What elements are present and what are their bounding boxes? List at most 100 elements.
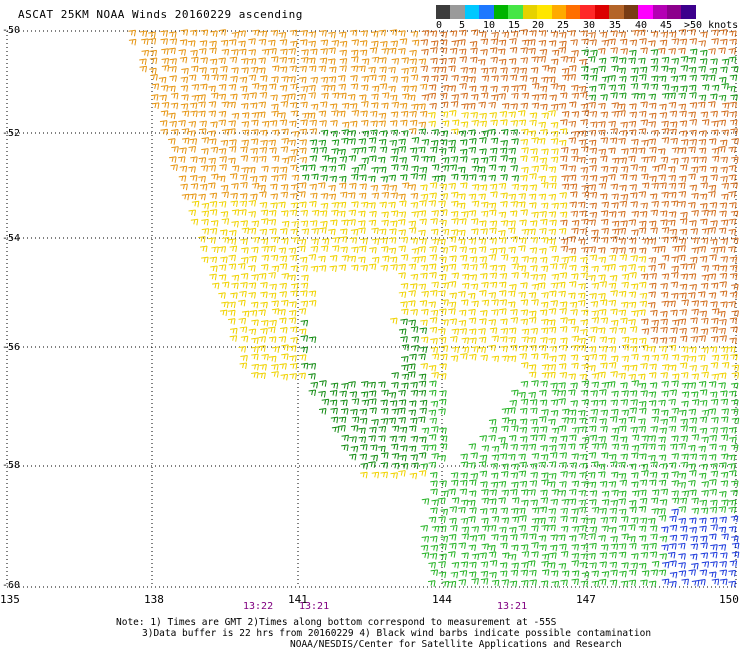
wind-barb	[330, 219, 338, 227]
wind-barb	[568, 471, 577, 479]
wind-barb	[408, 425, 417, 432]
wind-barb	[168, 85, 176, 93]
wind-barb	[569, 462, 578, 469]
wind-barb	[701, 371, 709, 379]
wind-barb	[311, 238, 319, 246]
wind-barb	[619, 264, 627, 272]
wind-barb	[608, 173, 616, 181]
wind-barb	[728, 346, 736, 354]
wind-barb	[320, 129, 329, 137]
wind-barb	[377, 156, 386, 164]
wind-barb	[308, 362, 317, 370]
wind-barb	[349, 237, 358, 244]
wind-barb	[549, 245, 557, 253]
wind-barb	[421, 94, 430, 101]
wind-barb	[319, 165, 328, 173]
wind-barb	[670, 137, 678, 145]
wind-barb	[728, 164, 737, 172]
wind-barb	[579, 417, 587, 425]
wind-barb	[571, 427, 580, 434]
wind-barb	[697, 101, 706, 109]
wind-barb	[309, 128, 318, 135]
wind-barb	[721, 110, 729, 117]
wind-barb	[311, 209, 320, 217]
wind-barb	[730, 182, 738, 189]
wind-barb	[381, 184, 390, 191]
wind-barb	[388, 391, 397, 399]
wind-barb	[528, 364, 537, 371]
wind-barb	[618, 227, 627, 235]
wind-barb	[178, 49, 187, 56]
wind-barb	[458, 130, 467, 137]
wind-barb	[391, 452, 400, 460]
wind-barb	[241, 121, 250, 128]
wind-barb	[241, 139, 249, 147]
wind-barb	[589, 434, 598, 442]
wind-barb	[608, 263, 616, 271]
wind-barb	[278, 247, 287, 254]
wind-barb	[389, 228, 397, 235]
wind-barb	[578, 489, 587, 497]
wind-barb	[571, 92, 580, 100]
wind-barb	[471, 165, 480, 173]
wind-barb	[421, 290, 429, 298]
wind-barb	[711, 38, 719, 45]
wind-barb	[360, 238, 368, 245]
wind-barb	[507, 290, 516, 298]
wind-barb	[661, 526, 669, 534]
wind-barb	[188, 209, 197, 217]
wind-barb	[548, 66, 556, 74]
wind-barb	[630, 201, 638, 208]
wind-barb	[478, 346, 487, 354]
wind-barb	[229, 229, 237, 237]
wind-barb	[308, 65, 317, 73]
wind-barb	[538, 56, 547, 63]
wind-barb	[329, 255, 338, 262]
wind-barb	[398, 263, 406, 271]
wind-barb	[430, 471, 438, 479]
wind-barb	[689, 470, 697, 477]
wind-barb	[580, 328, 588, 336]
wind-barb	[438, 200, 446, 207]
wind-barb	[458, 166, 466, 174]
wind-barb	[270, 202, 278, 209]
wind-barb	[618, 290, 627, 298]
wind-barb	[331, 148, 339, 155]
wind-barb	[508, 336, 516, 344]
wind-barb	[660, 372, 669, 379]
wind-barb	[608, 84, 617, 92]
wind-barb	[641, 354, 650, 362]
wind-barb	[398, 30, 406, 37]
wind-barb	[601, 571, 610, 578]
wind-barb	[421, 75, 429, 83]
wind-barb	[578, 156, 586, 164]
wind-barb	[599, 31, 608, 39]
wind-barb	[591, 461, 599, 468]
wind-barb	[290, 228, 299, 236]
wind-barb	[530, 148, 538, 155]
wind-barb	[601, 525, 609, 533]
wind-barb	[531, 426, 539, 434]
wind-barb	[558, 354, 567, 361]
wind-barb	[628, 535, 636, 543]
wind-barb	[620, 121, 628, 129]
wind-barb	[270, 193, 279, 200]
wind-barb	[590, 236, 599, 243]
wind-barb	[577, 292, 586, 300]
wind-barb	[711, 29, 719, 37]
wind-barb	[658, 508, 666, 515]
wind-barb	[570, 148, 579, 156]
wind-barb	[638, 93, 646, 100]
wind-barb	[698, 354, 706, 362]
wind-barb	[240, 146, 248, 153]
wind-barb	[321, 155, 330, 162]
wind-barb	[209, 228, 218, 235]
wind-barb	[328, 228, 336, 236]
wind-barb	[178, 120, 186, 127]
wind-barb	[410, 283, 418, 290]
wind-barb	[198, 128, 207, 135]
wind-barb	[718, 544, 727, 551]
wind-barb	[600, 517, 609, 524]
wind-barb	[600, 94, 608, 101]
wind-barb	[688, 56, 697, 64]
